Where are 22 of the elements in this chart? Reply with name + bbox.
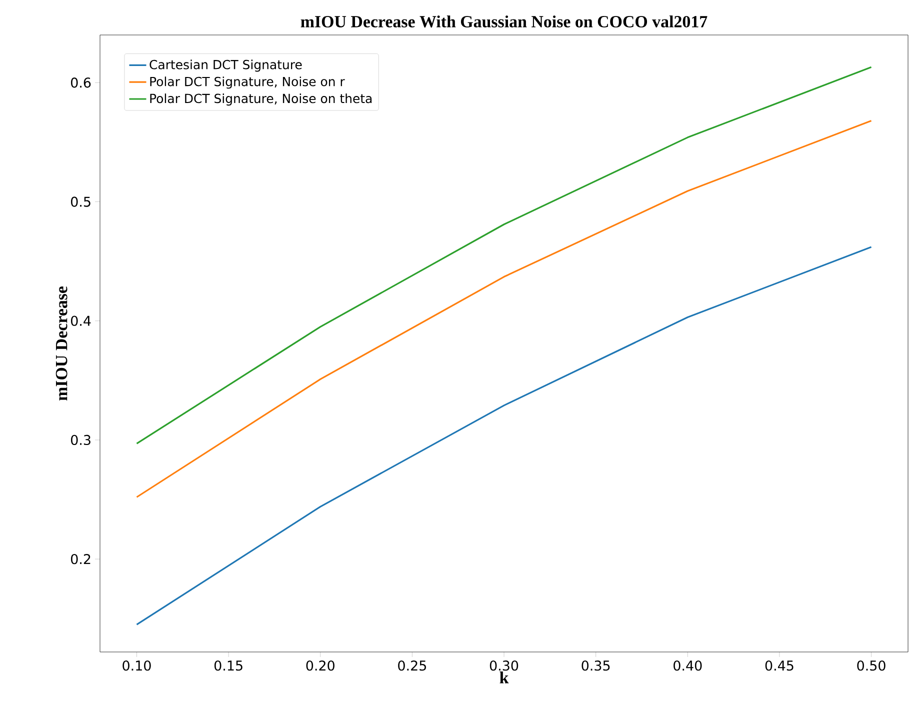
legend-label: Polar DCT Signature, Noise on r [150,76,345,89]
x-tick-label: 0.45 [765,660,794,671]
line-series [136,120,872,498]
y-tick-label: 0.2 [70,554,90,564]
x-tick-label: 0.30 [490,660,518,671]
y-tick-label: 0.5 [70,196,90,207]
chart-title: mIOU Decrease With Gaussian Noise on COCO val2017 [300,15,708,28]
x-tick-label: 0.20 [306,660,334,671]
x-axis-title: k [500,672,509,684]
x-tick-label: 0.10 [122,660,151,671]
legend-label: Cartesian DCT Signature [150,60,302,72]
y-tick-label: 0.4 [70,316,91,326]
x-tick-label: 0.35 [582,660,610,671]
y-tick-label: 0.6 [70,78,91,88]
x-tick-label: 0.15 [214,660,242,671]
line-series [136,246,872,626]
x-tick-label: 0.50 [857,660,886,671]
y-tick-label: 0.3 [70,434,90,446]
legend-label: Polar DCT Signature, Noise on theta [150,94,372,106]
y-axis-title: mIOU Decrease [56,286,68,400]
x-tick-label: 0.25 [398,660,426,671]
x-tick-label: 0.40 [674,660,702,671]
